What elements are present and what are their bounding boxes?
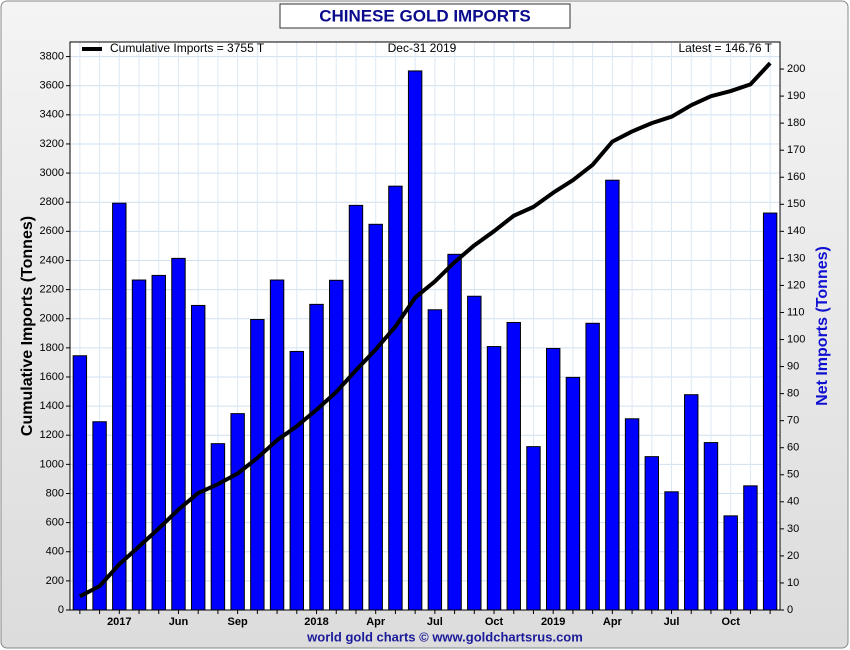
y2-tick-label: 140 [787, 225, 805, 237]
line [78, 61, 772, 599]
x-tick-label: Jul [427, 616, 443, 628]
y2-tick-label: 20 [787, 550, 799, 562]
x-tick-label: 2018 [304, 616, 328, 628]
y2-tick-label: 40 [787, 496, 799, 508]
bar [743, 485, 758, 611]
bar [644, 456, 660, 611]
x-tick-label: Sep [228, 616, 248, 628]
y-tick-label: 1600 [40, 371, 64, 383]
bar [545, 347, 561, 611]
y2-tick-label: 70 [787, 415, 799, 427]
bar [151, 274, 166, 611]
bar [388, 185, 403, 611]
y2-tick-label: 200 [787, 63, 805, 75]
x-tick-label: Oct [722, 616, 741, 628]
y2-tick-label: 120 [787, 279, 805, 291]
x-tick-label: Jul [664, 616, 680, 628]
bar [506, 321, 521, 611]
y-tick-label: 1000 [40, 458, 64, 470]
y2-axis-title: Net Imports (Tonnes) [814, 246, 831, 406]
title-box [279, 3, 571, 29]
bar [526, 446, 541, 611]
y-tick-label: 2000 [40, 313, 64, 325]
y2-tick-label: 80 [787, 388, 799, 400]
bar [407, 70, 423, 611]
bar [684, 394, 699, 611]
x-tick-label: Apr [603, 616, 623, 628]
y-tick-label: 400 [46, 546, 64, 558]
bar [190, 304, 206, 611]
y2-tick-label: 30 [787, 523, 799, 535]
bar [309, 303, 324, 611]
bar [348, 204, 364, 611]
bar [368, 223, 383, 611]
y-tick-label: 2600 [40, 225, 64, 237]
y-tick-label: 2400 [40, 254, 64, 266]
y-tick-label: 0 [58, 604, 64, 616]
bar [210, 443, 226, 611]
date-label: Dec-31 2019 [388, 41, 457, 55]
bar [131, 279, 147, 611]
y2-tick-label: 160 [787, 171, 805, 183]
y2-tick-label: 60 [787, 442, 799, 454]
y2-tick-label: 10 [787, 577, 799, 589]
plot-border [69, 41, 781, 611]
y2-tick-label: 90 [787, 360, 799, 372]
y-tick-label: 3200 [40, 138, 64, 150]
bar [289, 350, 305, 611]
latest-label: Latest = 146.76 T [678, 41, 772, 55]
y-tick-label: 3400 [40, 109, 64, 121]
bar [486, 346, 502, 611]
y2-tick-label: 180 [787, 117, 805, 129]
y2-tick-label: 110 [787, 306, 805, 318]
bar [605, 179, 620, 611]
y-tick-label: 3000 [40, 167, 64, 179]
bar [723, 515, 738, 611]
y-tick-label: 3600 [40, 80, 64, 92]
x-tick-label: Jun [169, 616, 189, 628]
x-tick-label: 2019 [541, 616, 565, 628]
y-tick-label: 2800 [40, 196, 64, 208]
y-tick-label: 1200 [40, 429, 64, 441]
y2-tick-label: 150 [787, 198, 805, 210]
bar [250, 319, 265, 611]
y-tick-label: 200 [46, 575, 64, 587]
bar [72, 355, 88, 611]
y-tick-label: 800 [46, 487, 64, 499]
x-tick-label: 2017 [107, 616, 131, 628]
y-tick-label: 600 [46, 517, 64, 529]
y-tick-label: 1800 [40, 342, 64, 354]
y2-tick-label: 100 [787, 333, 805, 345]
bar [112, 202, 127, 611]
chart-title: CHINESE GOLD IMPORTS [319, 6, 531, 25]
bar [585, 322, 600, 611]
bar [427, 309, 443, 611]
bar [230, 413, 245, 611]
y-tick-label: 3800 [40, 50, 64, 62]
y2-tick-label: 130 [787, 252, 805, 264]
bar [467, 295, 482, 611]
y-axis-title: Cumulative Imports (Tonnes) [19, 216, 36, 436]
bar [171, 257, 186, 611]
bar [565, 376, 581, 611]
y2-tick-label: 190 [787, 90, 805, 102]
footer: world gold charts © www.goldchartsrus.co… [306, 629, 583, 644]
y-tick-label: 1400 [40, 400, 64, 412]
y2-tick-label: 170 [787, 144, 805, 156]
x-tick-label: Oct [485, 616, 504, 628]
x-tick-label: Apr [366, 616, 386, 628]
bar [762, 212, 778, 611]
y2-tick-label: 50 [787, 469, 799, 481]
bar [447, 253, 462, 611]
bar [664, 491, 679, 611]
legend-label: Cumulative Imports = 3755 T [110, 41, 265, 55]
bar [329, 279, 344, 611]
y2-tick-label: 0 [787, 604, 793, 616]
bar [703, 442, 719, 611]
bar [624, 418, 640, 611]
y-tick-label: 2200 [40, 283, 64, 295]
